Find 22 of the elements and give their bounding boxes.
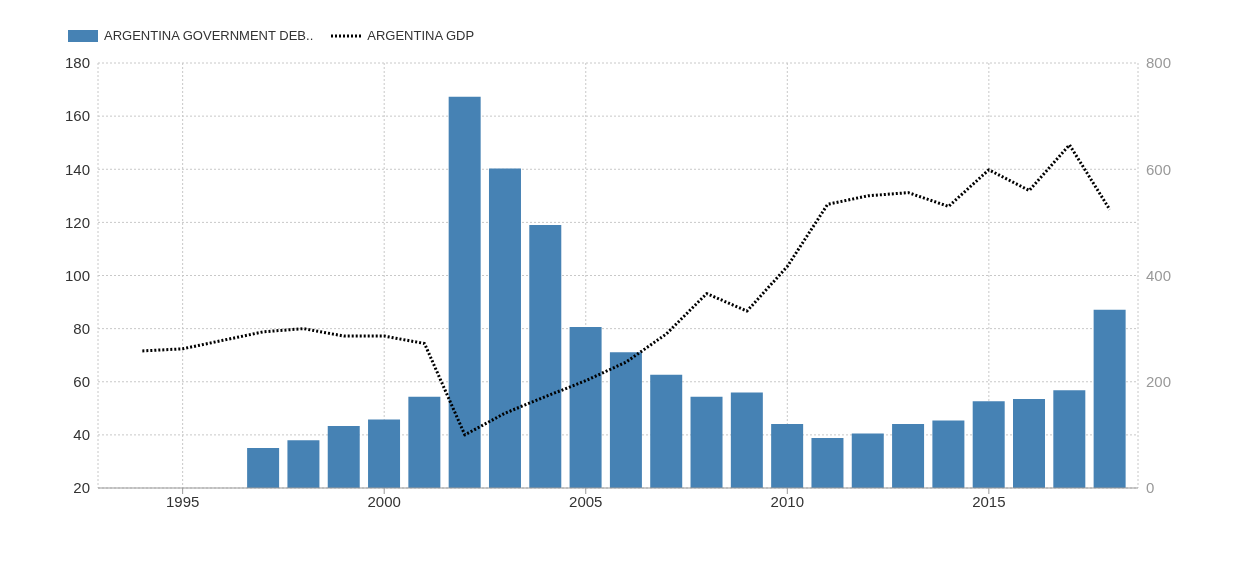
y2-tick-label: 800 [1146,54,1172,72]
x-tick-label: 2005 [569,492,603,510]
y-tick-label: 120 [64,213,90,231]
line-series [140,143,1112,437]
x-tick-label: 1995 [165,492,200,510]
y2-tick-label: 200 [1146,373,1172,391]
legend-label: ARGENTINA GDP [367,28,475,43]
y-tick-label: 100 [64,266,90,284]
y-tick-label: 160 [64,107,90,125]
y-tick-label: 40 [73,426,90,444]
legend-label: ARGENTINA GOVERNMENT DEB.. [104,28,314,43]
y-tick-label: 80 [73,319,90,337]
y-tick-label: 180 [64,54,90,72]
y2-tick-label: 600 [1146,160,1172,178]
x-tick-label: 2000 [367,492,401,510]
y-tick-label: 140 [64,160,90,178]
y2-tick-label: 0 [1146,479,1155,497]
y-tick-label: 20 [73,479,90,497]
y2-tick-label: 400 [1146,266,1172,284]
x-tick-label: 2010 [770,492,804,510]
x-tick-label: 2015 [972,492,1006,510]
y-tick-label: 60 [73,373,90,391]
